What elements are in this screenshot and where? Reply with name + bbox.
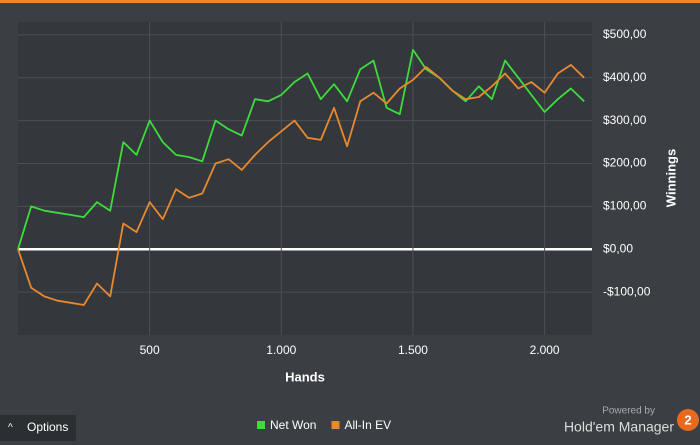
y-tick-label: $300,00 xyxy=(603,113,647,127)
legend-swatch xyxy=(331,421,340,429)
y-tick-label: -$100,00 xyxy=(603,284,651,298)
y-axis-label: Winnings xyxy=(663,149,678,207)
x-tick-label: 1.500 xyxy=(398,343,428,357)
y-tick-label: $400,00 xyxy=(603,70,647,84)
options-caret: ^ xyxy=(8,423,13,434)
y-tick-label: $200,00 xyxy=(603,156,647,170)
options-button[interactable] xyxy=(0,415,76,441)
x-tick-label: 2.000 xyxy=(530,343,560,357)
powered-by: Powered by xyxy=(602,406,655,417)
brand: Hold'em Manager xyxy=(564,419,674,435)
legend-label: All-In EV xyxy=(344,418,391,432)
x-axis-label: Hands xyxy=(285,369,325,384)
series-line xyxy=(17,49,585,250)
options-label[interactable]: Options xyxy=(27,420,68,434)
x-tick-label: 500 xyxy=(140,343,160,357)
x-tick-label: 1.000 xyxy=(266,343,296,357)
plot-area xyxy=(18,22,592,335)
y-tick-label: $100,00 xyxy=(603,199,647,213)
logo-text: 2 xyxy=(684,412,691,427)
top-border xyxy=(0,0,700,3)
y-tick-label: $0,00 xyxy=(603,241,633,255)
logo xyxy=(677,409,699,431)
y-tick-label: $500,00 xyxy=(603,27,647,41)
legend-swatch xyxy=(257,421,265,429)
series-line xyxy=(17,64,585,306)
legend-label: Net Won xyxy=(270,418,316,432)
